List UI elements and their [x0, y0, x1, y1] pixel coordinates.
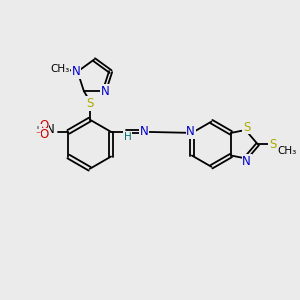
Text: S: S [86, 97, 93, 110]
Text: +: + [33, 124, 41, 135]
Text: N: N [46, 123, 55, 136]
Text: CH₃: CH₃ [278, 146, 297, 156]
Text: N: N [101, 85, 110, 98]
Text: N: N [72, 65, 81, 78]
Text: N: N [186, 125, 195, 138]
Text: S: S [243, 121, 250, 134]
Text: S: S [269, 138, 277, 151]
Text: O: O [39, 128, 49, 141]
Text: H: H [124, 132, 131, 142]
Text: N: N [140, 125, 148, 138]
Text: CH₃: CH₃ [50, 64, 69, 74]
Text: N: N [242, 155, 251, 168]
Text: O: O [39, 119, 49, 132]
Text: ⁻: ⁻ [36, 130, 41, 140]
